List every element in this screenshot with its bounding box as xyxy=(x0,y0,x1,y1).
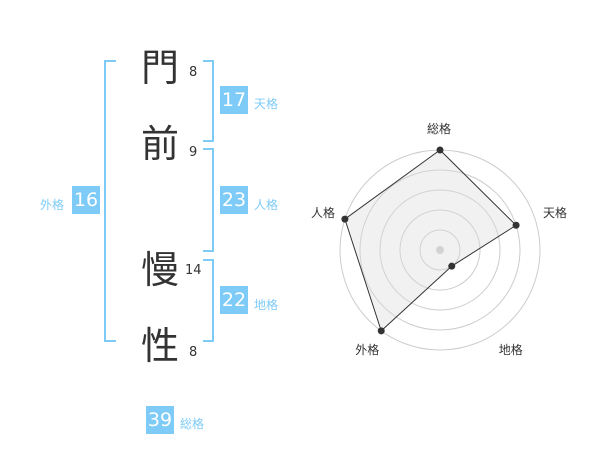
tenkaku-bracket xyxy=(203,60,214,142)
radar-axis-label: 外格 xyxy=(355,342,380,357)
chikaku-value: 22 xyxy=(220,286,248,314)
chikaku-label: 地格 xyxy=(254,298,279,312)
radar-axis-label: 天格 xyxy=(543,206,568,221)
name-char: 前 xyxy=(140,122,179,166)
radar-point xyxy=(512,221,520,229)
name-char: 門 xyxy=(140,46,179,90)
gaikaku-label: 外格 xyxy=(40,198,65,212)
radar-ring xyxy=(359,169,521,331)
gaikaku-value: 16 xyxy=(72,186,100,214)
radar-point xyxy=(448,262,456,270)
radar-point xyxy=(436,146,444,154)
radar-ring xyxy=(419,229,461,271)
radar-axis-label: 人格 xyxy=(310,206,335,221)
tenkaku-label: 天格 xyxy=(254,97,279,111)
chikaku-bracket xyxy=(203,259,214,342)
stroke-count: 8 xyxy=(189,345,198,360)
stroke-count: 9 xyxy=(189,145,198,160)
gaikaku-bracket xyxy=(104,60,116,342)
soukaku-label: 総格 xyxy=(180,417,205,431)
radar-area xyxy=(344,149,517,332)
radar-point xyxy=(377,327,385,335)
jinkaku-label: 人格 xyxy=(254,198,279,212)
soukaku-value: 39 xyxy=(146,406,174,434)
name-char: 性 xyxy=(140,324,179,368)
stroke-count: 14 xyxy=(185,263,202,278)
radar-ring xyxy=(379,189,501,311)
name-char: 慢 xyxy=(140,248,179,292)
radar-center xyxy=(436,246,444,254)
stroke-count: 8 xyxy=(189,65,198,80)
radar-point xyxy=(341,215,349,223)
tenkaku-value: 17 xyxy=(220,86,248,114)
radar-ring xyxy=(399,209,481,291)
jinkaku-value: 23 xyxy=(220,186,248,214)
radar-axis-label: 総格 xyxy=(427,122,452,136)
radar-axis-label: 地格 xyxy=(498,342,523,357)
jinkaku-bracket xyxy=(203,148,214,252)
